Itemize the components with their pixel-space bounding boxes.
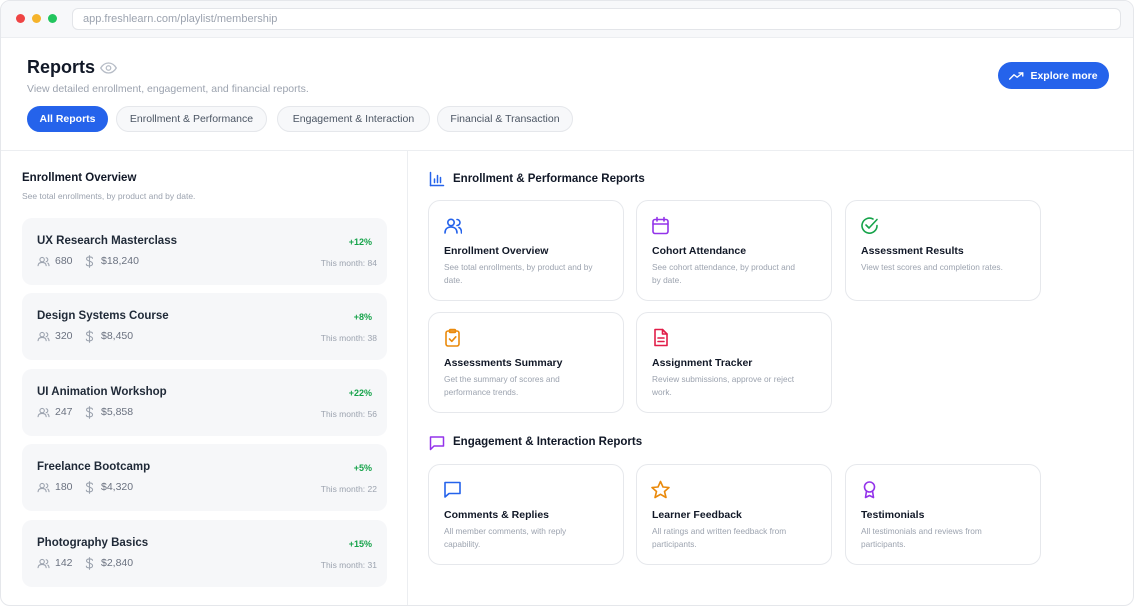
course-revenue: $8,450 bbox=[101, 330, 134, 342]
report-description: See cohort attendance, by product and by… bbox=[652, 262, 795, 285]
overview-title: Enrollment Overview bbox=[22, 172, 137, 184]
report-card-assignment-tracker[interactable]: Assignment Tracker Review submissions, ap… bbox=[636, 312, 832, 413]
course-revenue: $2,840 bbox=[101, 557, 134, 569]
engagement-section-title: Engagement & Interaction Reports bbox=[453, 436, 643, 448]
course-name: UI Animation Workshop bbox=[37, 386, 167, 398]
comment-icon bbox=[444, 481, 461, 498]
report-card-comments-replies[interactable]: Comments & Replies All member comments, w… bbox=[428, 464, 624, 565]
explore-more-button[interactable]: Explore more bbox=[998, 62, 1109, 89]
tab-all-reports[interactable]: All Reports bbox=[27, 106, 108, 132]
explore-more-label: Explore more bbox=[1030, 69, 1098, 82]
report-description: See total enrollments, by product and by… bbox=[444, 262, 593, 285]
course-name: Freelance Bootcamp bbox=[37, 461, 151, 473]
report-card-assessment-results[interactable]: Assessment Results View test scores and c… bbox=[845, 200, 1041, 301]
report-description: View test scores and completion rates. bbox=[861, 262, 1003, 272]
report-title: Testimonials bbox=[861, 509, 925, 521]
report-card-assessments-summary[interactable]: Assessments Summary Get the summary of sc… bbox=[428, 312, 624, 413]
course-card[interactable]: Photography Basics +15% 142 $2,840 This mont… bbox=[22, 520, 387, 587]
course-revenue: $4,320 bbox=[101, 481, 134, 493]
users-icon bbox=[37, 256, 50, 267]
report-title: Enrollment Overview bbox=[444, 245, 549, 257]
enrollment-section-title: Enrollment & Performance Reports bbox=[453, 173, 645, 185]
document-icon bbox=[654, 328, 668, 347]
calendar-icon bbox=[652, 216, 669, 235]
eye-icon[interactable] bbox=[100, 62, 117, 74]
dollar-icon bbox=[85, 557, 94, 570]
course-month-count: This month: 38 bbox=[320, 333, 377, 343]
chat-icon bbox=[429, 436, 445, 451]
users-icon bbox=[37, 331, 50, 342]
course-enrollments: 247 bbox=[55, 406, 73, 418]
tab-engagement-interaction[interactable]: Engagement & Interaction bbox=[277, 106, 430, 132]
page-title: Reports bbox=[27, 57, 96, 77]
award-icon bbox=[863, 481, 876, 499]
report-description: Get the summary of scores and performanc… bbox=[444, 374, 560, 397]
report-card-learner-feedback[interactable]: Learner Feedback All ratings and written … bbox=[636, 464, 832, 565]
dollar-icon bbox=[85, 330, 94, 343]
course-revenue: $5,858 bbox=[101, 406, 134, 418]
report-card-cohort-attendance[interactable]: Cohort Attendance See cohort attendance, … bbox=[636, 200, 832, 301]
browser-bar: app.freshlearn.com/playlist/membership bbox=[1, 1, 1133, 38]
address-bar[interactable]: app.freshlearn.com/playlist/membership bbox=[72, 8, 1121, 30]
clipboard-icon bbox=[445, 328, 460, 347]
course-growth: +8% bbox=[353, 312, 372, 322]
course-name: UX Research Masterclass bbox=[37, 235, 177, 247]
users-icon bbox=[37, 407, 50, 418]
course-enrollments: 180 bbox=[55, 481, 73, 493]
course-card[interactable]: UX Research Masterclass +12% 680 $18,240 Thi… bbox=[22, 218, 387, 285]
course-growth: +22% bbox=[348, 388, 372, 398]
dollar-icon bbox=[85, 255, 94, 268]
tab-financial-transaction[interactable]: Financial & Transaction bbox=[437, 106, 573, 132]
course-growth: +5% bbox=[353, 463, 372, 473]
report-title: Cohort Attendance bbox=[652, 245, 747, 257]
trending-up-icon bbox=[1009, 71, 1024, 80]
header-divider bbox=[1, 150, 1133, 151]
minimize-window-button[interactable] bbox=[32, 14, 41, 23]
course-enrollments: 320 bbox=[55, 330, 73, 342]
course-month-count: This month: 56 bbox=[320, 409, 377, 419]
report-description: All member comments, with reply capabili… bbox=[444, 526, 567, 549]
report-description: All testimonials and reviews from partic… bbox=[861, 526, 982, 549]
star-icon bbox=[651, 480, 670, 499]
users-icon bbox=[444, 218, 462, 234]
course-card[interactable]: UI Animation Workshop +22% 247 $5,858 This m… bbox=[22, 369, 387, 436]
course-enrollments: 680 bbox=[55, 255, 73, 267]
report-card-testimonials[interactable]: Testimonials All testimonials and reviews… bbox=[845, 464, 1041, 565]
report-card-enrollment-overview[interactable]: Enrollment Overview See total enrollments… bbox=[428, 200, 624, 301]
dollar-icon bbox=[85, 406, 94, 419]
maximize-window-button[interactable] bbox=[48, 14, 57, 23]
course-enrollments: 142 bbox=[55, 557, 73, 569]
report-title: Assessment Results bbox=[861, 245, 964, 257]
course-growth: +12% bbox=[348, 237, 372, 247]
page-subtitle: View detailed enrollment, engagement, an… bbox=[27, 83, 309, 95]
report-title: Learner Feedback bbox=[652, 509, 742, 521]
tab-enrollment-performance[interactable]: Enrollment & Performance bbox=[116, 106, 267, 132]
bar-chart-icon bbox=[429, 171, 445, 187]
users-icon bbox=[37, 482, 50, 493]
course-month-count: This month: 31 bbox=[320, 560, 377, 570]
course-month-count: This month: 22 bbox=[320, 484, 377, 494]
course-card[interactable]: Design Systems Course +8% 320 $8,450 This mo… bbox=[22, 293, 387, 360]
report-title: Assessments Summary bbox=[444, 357, 563, 369]
course-card[interactable]: Freelance Bootcamp +5% 180 $4,320 This month… bbox=[22, 444, 387, 511]
course-month-count: This month: 84 bbox=[320, 258, 377, 268]
report-title: Assignment Tracker bbox=[652, 357, 753, 369]
course-name: Design Systems Course bbox=[37, 310, 169, 322]
panel-divider bbox=[407, 151, 408, 605]
course-growth: +15% bbox=[348, 539, 372, 549]
check-circle-icon bbox=[861, 217, 878, 234]
course-revenue: $18,240 bbox=[101, 255, 139, 267]
report-description: All ratings and written feedback from pa… bbox=[652, 526, 787, 549]
dollar-icon bbox=[85, 481, 94, 494]
report-title: Comments & Replies bbox=[444, 509, 550, 521]
overview-subtitle: See total enrollments, by product and by… bbox=[22, 191, 196, 201]
report-description: Review submissions, approve or reject wo… bbox=[652, 374, 795, 397]
users-icon bbox=[37, 558, 50, 569]
close-window-button[interactable] bbox=[16, 14, 25, 23]
course-name: Photography Basics bbox=[37, 537, 149, 549]
